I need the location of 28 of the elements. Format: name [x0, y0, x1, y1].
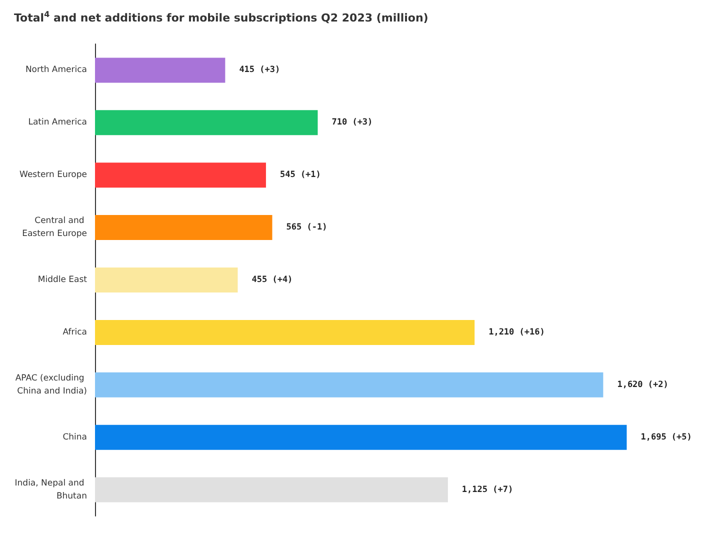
data-label: 1,695 (+5) [640, 432, 692, 442]
y-tick-label: Latin America [28, 118, 87, 128]
data-label: 1,620 (+2) [617, 380, 668, 390]
y-tick-label: Western Europe [20, 170, 87, 180]
bar [95, 372, 604, 398]
y-tick-label: APAC (excluding China and India) [15, 373, 87, 396]
data-label: 415 (+3) [239, 65, 280, 76]
bar [95, 320, 475, 345]
y-tick-label: Middle East [38, 275, 88, 285]
bar [95, 110, 318, 136]
y-tick-label: China [62, 432, 87, 442]
data-label: 455 (+4) [252, 275, 293, 285]
bar [95, 162, 266, 188]
y-tick-label: Central and Eastern Europe [22, 216, 87, 240]
data-label: 710 (+3) [332, 118, 373, 128]
data-label: 1,210 (+16) [488, 327, 545, 338]
y-tick-label: North America [25, 65, 87, 76]
bar [95, 268, 238, 292]
data-label: 545 (+1) [280, 170, 321, 180]
chart-title: Total$^{4}$ and net additions for mobile subscriptions Q2 2023 (million) [14, 10, 428, 25]
bar [95, 477, 448, 502]
bar [95, 215, 272, 240]
y-tick-label: India, Nepal and Bhutan [14, 478, 87, 502]
bar [95, 58, 226, 83]
data-label: 565 (-1) [286, 222, 328, 233]
y-tick-label: Africa [62, 327, 87, 338]
bar [95, 424, 627, 450]
data-label: 1,125 (+7) [462, 484, 514, 495]
